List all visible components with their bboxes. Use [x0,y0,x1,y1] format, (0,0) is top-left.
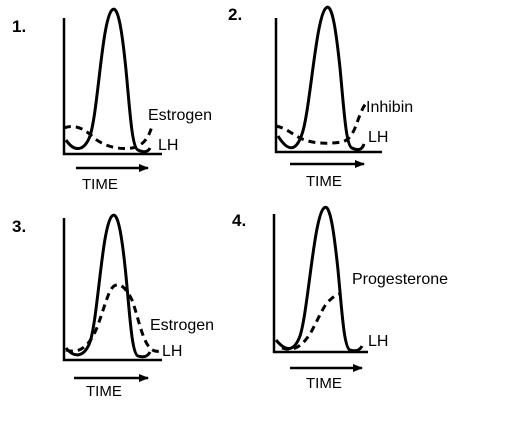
panel-2: 2. Inhibin LH TIME [228,5,413,190]
estrogen-curve [65,283,163,353]
lh-curve [276,5,366,152]
panel-number: 3. [12,217,26,236]
estrogen-curve [63,124,154,150]
axis [272,214,368,354]
axis [62,218,162,362]
x-axis-label: TIME [306,375,342,392]
series-label: Estrogen [148,107,212,124]
lh-curve [64,213,152,359]
series-label: LH [162,343,182,360]
axis [62,18,162,156]
progesterone-curve [281,292,341,351]
x-axis-label: TIME [306,173,342,190]
x-axis-label: TIME [86,383,122,400]
series-label: Inhibin [366,99,413,116]
series-label: LH [368,129,388,146]
panel-number: 1. [12,17,26,36]
series-label: LH [158,137,178,154]
series-label: Progesterone [352,271,448,288]
panel-1: 1. Estrogen LH TIME [12,7,212,193]
series-label: LH [368,333,388,350]
inhibin-curve [275,100,369,145]
lh-curve [64,7,152,154]
panel-number: 4. [232,211,246,230]
panel-3: 3. Estrogen LH TIME [12,213,214,400]
x-axis-label: TIME [82,176,118,193]
panel-4: 4. Progesterone LH TIME [232,205,448,392]
panel-number: 2. [228,5,242,24]
series-label: Estrogen [150,317,214,334]
lh-curve [274,205,364,353]
axis [274,18,382,154]
